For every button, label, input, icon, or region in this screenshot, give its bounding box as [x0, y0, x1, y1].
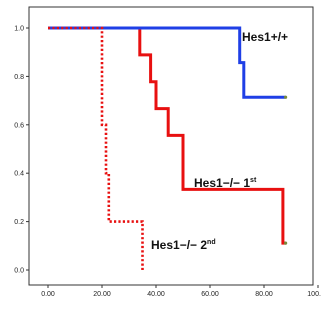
- series-line-2: [48, 26, 144, 270]
- censor-mark: [284, 241, 288, 245]
- x-tick-label: 20.00: [93, 291, 111, 298]
- y-tick-label: 0.0: [14, 268, 24, 275]
- label-layer: Hes1+/+ Hes1−/− 1st Hes1−/− 2nd: [151, 30, 288, 252]
- series-label-hes1-ko-2nd: Hes1−/− 2nd: [151, 238, 216, 252]
- y-tick-label: 0.6: [14, 122, 24, 129]
- series-line-0: [48, 26, 286, 99]
- x-tick-label: 40.00: [147, 291, 165, 298]
- series-label-hes1-ko-1st: Hes1−/− 1st: [194, 176, 257, 190]
- x-tick-label: 0.00: [41, 291, 55, 298]
- y-tick-label: 0.2: [14, 219, 24, 226]
- y-tick-label: 0.8: [14, 74, 24, 81]
- series-line-1: [48, 26, 286, 245]
- series-layer: [48, 26, 288, 270]
- x-tick-label: 80.00: [255, 291, 273, 298]
- x-tick-label: 100.00: [307, 291, 321, 298]
- y-tick-label: 0.4: [14, 171, 24, 178]
- y-tick-label: 1.0: [14, 26, 24, 33]
- censor-mark: [284, 95, 288, 99]
- x-tick-label: 60.00: [201, 291, 219, 298]
- plot-frame: [28, 6, 314, 286]
- series-label-hes1-wt: Hes1+/+: [242, 30, 288, 44]
- axes: 0.0 0.2 0.4 0.6 0.8 1.0 0.00 20.00 40.00 60.00 80.…: [14, 6, 321, 298]
